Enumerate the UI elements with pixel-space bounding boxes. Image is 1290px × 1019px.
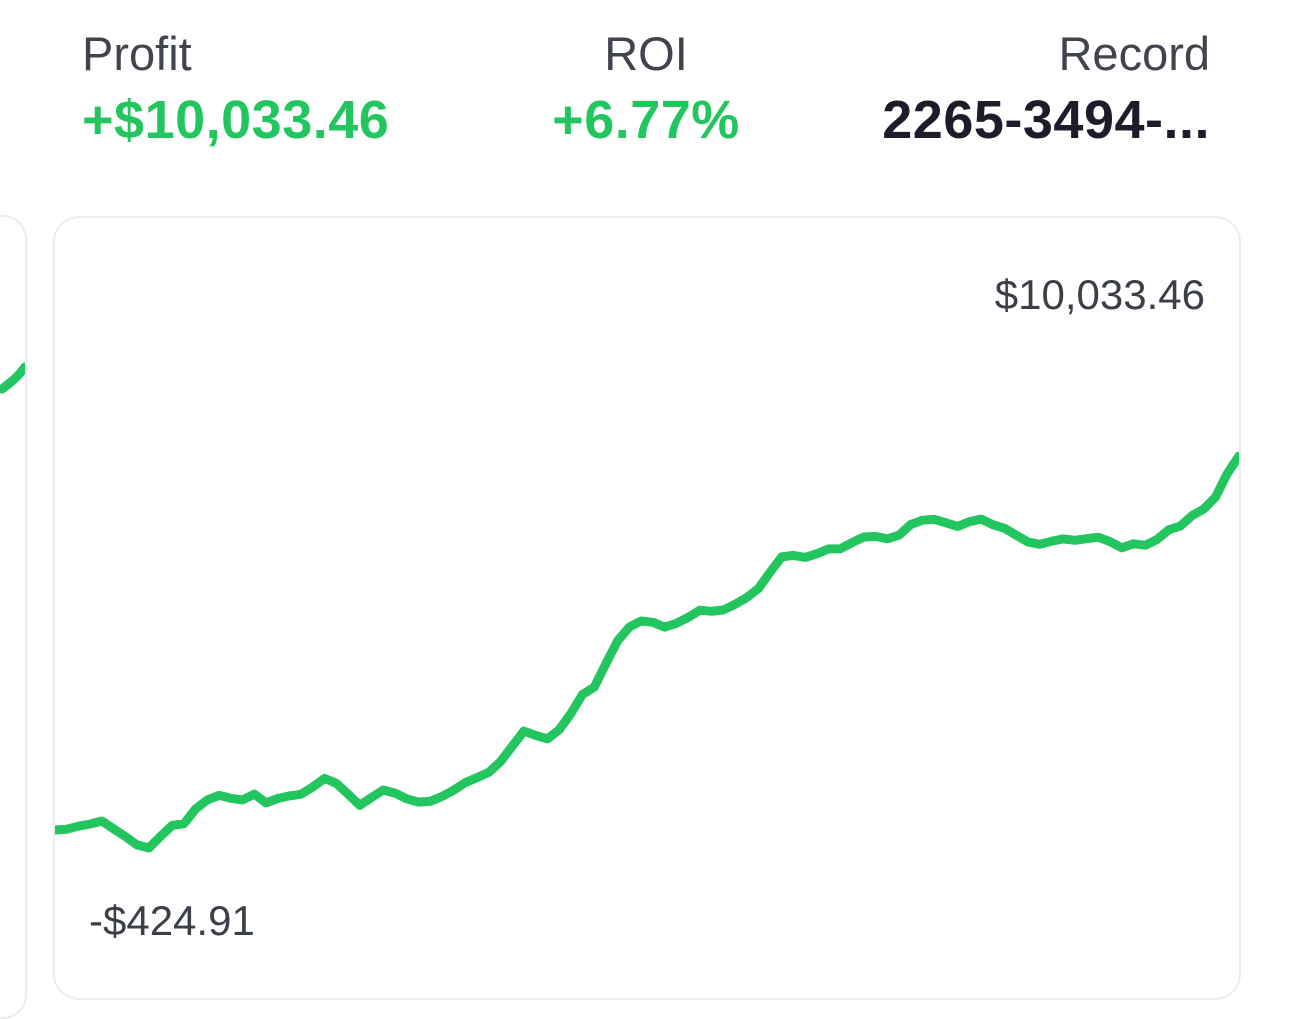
profit-label: Profit [82, 27, 192, 80]
profit-value: +$10,033.46 [82, 90, 390, 150]
profit-stat: Profit +$10,033.46 [82, 26, 389, 156]
roi-stat: ROI +6.77% [520, 26, 772, 156]
previous-chart-line [0, 362, 25, 394]
profit-series-line [55, 451, 1239, 853]
previous-chart-card[interactable] [0, 215, 27, 1019]
record-value: 2265-3494-... [882, 90, 1210, 150]
roi-value: +6.77% [552, 90, 740, 150]
record-stat[interactable]: Record 2265-3494-... [882, 26, 1210, 156]
previous-chart-path [0, 362, 25, 394]
chart-min-label: -$424.91 [89, 897, 255, 944]
chart-max-label: $10,033.46 [994, 271, 1205, 318]
roi-label: ROI [604, 27, 688, 80]
profit-line-chart [55, 451, 1239, 853]
record-label: Record [1058, 27, 1210, 80]
profit-chart-card[interactable]: $10,033.46 -$424.91 [53, 216, 1241, 1000]
